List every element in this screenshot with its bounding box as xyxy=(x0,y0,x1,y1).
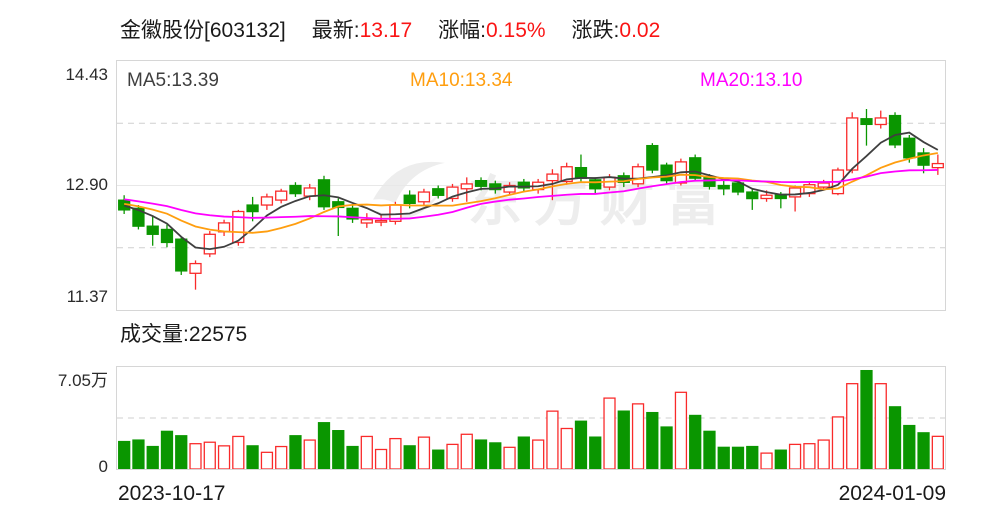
change-percent-group: 涨幅:0.15% xyxy=(438,14,545,44)
price-axis-label-mid: 12.90 xyxy=(65,175,108,194)
change-percent-value: 0.15% xyxy=(486,19,546,42)
volume-title: 成交量:22575 xyxy=(120,318,247,348)
main-chart-panel xyxy=(116,60,946,311)
latest-price-value: 13.17 xyxy=(359,19,413,42)
date-label-start: 2023-10-17 xyxy=(118,482,226,505)
latest-price-group: 最新:13.17 xyxy=(312,14,412,44)
volume-chart-panel xyxy=(116,366,946,470)
volume-chart-canvas[interactable] xyxy=(117,367,945,469)
chart-header: 金徽股份[603132] 最新:13.17 涨幅:0.15% 涨跌:0.02 xyxy=(120,14,660,44)
change-amount-label: 涨跌: xyxy=(571,19,620,42)
volume-axis-zero: 0 xyxy=(98,457,108,476)
volume-title-label: 成交量: xyxy=(120,323,189,346)
ma10-label: MA10:13.34 xyxy=(410,70,513,91)
price-axis-label-low: 11.37 xyxy=(66,287,108,306)
latest-price-label: 最新: xyxy=(311,19,360,42)
date-label-end: 2024-01-09 xyxy=(838,482,946,505)
ma20-label: MA20:13.10 xyxy=(700,70,803,91)
volume-axis-max: 7.05万 xyxy=(57,371,108,390)
volume-title-value: 22575 xyxy=(188,323,248,346)
change-amount-value: 0.02 xyxy=(619,19,661,42)
change-percent-label: 涨幅: xyxy=(438,19,486,42)
change-amount-group: 涨跌:0.02 xyxy=(572,14,661,44)
main-chart-canvas[interactable] xyxy=(117,61,945,310)
price-axis-label-high: 14.43 xyxy=(65,65,108,84)
ma5-label: MA5:13.39 xyxy=(127,70,219,91)
stock-title: 金徽股份[603132] xyxy=(120,19,286,42)
